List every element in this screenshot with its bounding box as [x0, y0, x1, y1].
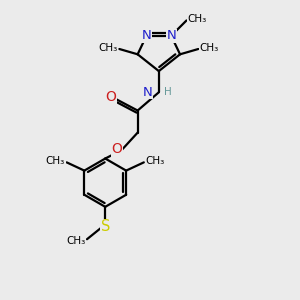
- Text: CH₃: CH₃: [146, 156, 165, 166]
- Text: N: N: [142, 86, 152, 99]
- Text: N: N: [142, 29, 151, 42]
- Text: O: O: [111, 142, 122, 156]
- Text: CH₃: CH₃: [46, 156, 65, 166]
- Text: CH₃: CH₃: [200, 43, 219, 52]
- Text: CH₃: CH₃: [187, 14, 206, 24]
- Text: H: H: [164, 87, 172, 97]
- Text: CH₃: CH₃: [99, 43, 118, 52]
- Text: S: S: [100, 219, 110, 234]
- Text: O: O: [106, 90, 117, 104]
- Text: N: N: [166, 29, 176, 42]
- Text: CH₃: CH₃: [66, 236, 85, 246]
